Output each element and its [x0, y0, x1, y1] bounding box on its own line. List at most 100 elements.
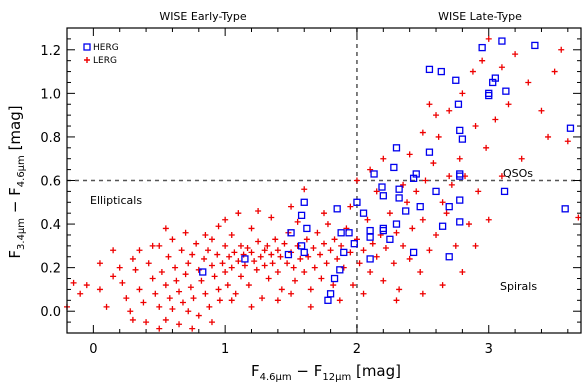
- lerg-point: [311, 264, 318, 271]
- herg-point: [452, 76, 460, 84]
- lerg-point: [331, 236, 338, 243]
- lerg-point: [443, 210, 450, 217]
- lerg-point: [294, 242, 301, 249]
- legend-herg-label: HERG: [93, 43, 119, 53]
- lerg-point: [162, 282, 169, 289]
- herg-point: [392, 220, 401, 228]
- lerg-point: [123, 295, 130, 302]
- lerg-point: [498, 173, 505, 180]
- lerg-point: [288, 290, 295, 297]
- lerg-point: [215, 286, 222, 293]
- lerg-point: [290, 264, 297, 271]
- herg-point: [425, 65, 434, 74]
- x-tick-label: 3: [485, 342, 493, 357]
- lerg-point: [558, 46, 565, 53]
- y-tick-label: 1.2: [40, 44, 61, 59]
- lerg-point: [228, 231, 235, 238]
- lerg-point: [459, 269, 466, 275]
- lerg-point: [518, 155, 525, 162]
- lerg-point: [417, 269, 424, 275]
- y-axis-label: F3.4μm − F4.6μm [mag]: [6, 105, 27, 258]
- lerg-point: [208, 236, 215, 243]
- lerg-point: [380, 155, 387, 162]
- lerg-point: [485, 216, 492, 223]
- lerg-point: [140, 299, 147, 306]
- lerg-point: [219, 260, 226, 267]
- lerg-point: [353, 177, 360, 184]
- lerg-point: [301, 269, 308, 275]
- lerg-point: [169, 236, 176, 243]
- herg-point: [350, 240, 358, 248]
- lerg-point: [127, 308, 134, 315]
- legend-herg-marker: [83, 43, 91, 51]
- lerg-point: [248, 303, 255, 310]
- lerg-point: [189, 251, 196, 258]
- lerg-point: [278, 286, 285, 293]
- lerg-point: [426, 101, 433, 108]
- herg-point: [324, 296, 332, 304]
- herg-point: [386, 235, 394, 243]
- lerg-point: [145, 260, 152, 267]
- lerg-point: [261, 262, 268, 269]
- herg-point: [395, 185, 403, 193]
- lerg-point: [185, 308, 192, 315]
- lerg-point: [268, 214, 275, 221]
- lerg-point: [158, 269, 165, 275]
- herg-point: [336, 266, 344, 274]
- herg-point: [366, 255, 374, 263]
- lerg-point: [277, 253, 284, 260]
- herg-point: [409, 248, 418, 257]
- y-tick-label: 1.0: [40, 87, 61, 102]
- lerg-point: [307, 286, 314, 293]
- lerg-point: [564, 138, 571, 145]
- lerg-point: [419, 129, 426, 136]
- lerg-point: [156, 242, 163, 249]
- lerg-point: [369, 240, 376, 247]
- lerg-point: [235, 210, 242, 217]
- lerg-point: [406, 255, 413, 262]
- lerg-point: [327, 247, 334, 254]
- lerg-point: [396, 286, 403, 293]
- lerg-point: [216, 297, 223, 304]
- lerg-point: [198, 277, 205, 284]
- lerg-point: [248, 249, 255, 256]
- lerg-point: [393, 297, 400, 304]
- herg-point: [330, 274, 339, 283]
- herg-point: [333, 205, 341, 213]
- lerg-point: [525, 79, 532, 86]
- lerg-point: [143, 319, 150, 326]
- lerg-point: [193, 240, 200, 247]
- lerg-point: [475, 188, 482, 195]
- lerg-point: [77, 290, 84, 297]
- lerg-point: [251, 258, 258, 265]
- region-label-ellipticals: Ellipticals: [90, 194, 142, 207]
- herg-point: [370, 170, 378, 178]
- lerg-point: [149, 242, 156, 249]
- lerg-point: [187, 284, 194, 291]
- lerg-point: [382, 245, 389, 252]
- herg-point: [416, 202, 424, 211]
- lerg-point: [152, 290, 159, 297]
- lerg-point: [185, 260, 192, 267]
- lerg-point: [301, 186, 308, 193]
- herg-point: [345, 229, 353, 237]
- lerg-point: [264, 242, 271, 249]
- lerg-point: [190, 295, 197, 302]
- lerg-point: [310, 245, 317, 252]
- lerg-point: [364, 216, 371, 223]
- lerg-point: [373, 253, 380, 260]
- lerg-point: [182, 229, 189, 236]
- lerg-point: [347, 203, 354, 210]
- lerg-point: [393, 229, 400, 236]
- lerg-point: [469, 68, 476, 75]
- herg-point: [300, 248, 308, 257]
- lerg-point: [176, 288, 183, 295]
- lerg-point: [472, 123, 479, 130]
- lerg-point: [165, 253, 172, 260]
- lerg-point: [268, 251, 275, 258]
- lerg-point: [224, 282, 231, 289]
- lerg-point: [448, 181, 455, 188]
- lerg-point: [214, 251, 221, 258]
- lerg-point: [201, 255, 208, 262]
- lerg-point: [248, 225, 255, 232]
